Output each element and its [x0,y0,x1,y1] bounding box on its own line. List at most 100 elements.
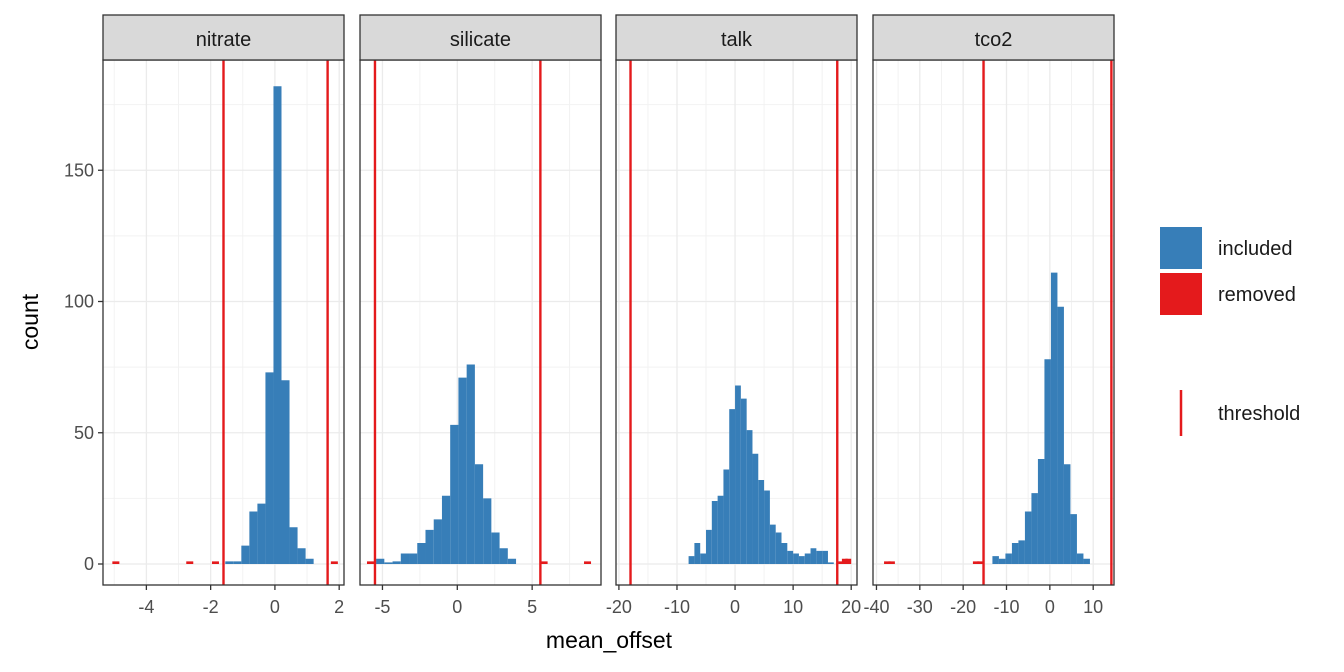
bar-removed [366,561,374,564]
bar-included [827,562,834,564]
legend-label-removed: removed [1218,284,1296,306]
legend-key-included [1160,227,1202,269]
x-tick-label: -20 [606,597,632,617]
bar-included [735,385,741,564]
x-tick-label: 20 [841,597,861,617]
x-tick-label: -2 [203,597,219,617]
facet-strip [872,14,1115,61]
bar-removed [330,561,338,564]
bar-included [257,503,266,564]
bar-removed [112,561,120,564]
facet-silicate: silicate -5 0 5 [359,14,602,617]
bar-included [249,511,258,564]
facet-strip [615,14,858,61]
bar-included [425,529,434,564]
legend-label-threshold: threshold [1218,403,1300,425]
bar-included [1011,543,1019,564]
bar-included [781,543,788,564]
x-tick-label: 10 [783,597,803,617]
x-tick-label: 2 [334,597,344,617]
bar-included [392,561,401,564]
bar-included [241,545,250,564]
bar-removed [841,558,848,564]
bar-included [441,495,451,564]
x-tick-label: 5 [527,597,537,617]
x-tick-label: -20 [950,597,976,617]
bar-included [764,490,770,564]
legend-key-removed [1160,273,1202,315]
bar-included [758,480,765,564]
y-tick-label: 100 [64,292,94,312]
bar-included [775,532,782,564]
y-tick-label: 0 [84,554,94,574]
bar-included [507,558,517,564]
bar-included [1070,514,1077,564]
bar-included [1024,511,1032,564]
legend: included removed threshold [1160,227,1300,436]
bar-included [729,409,736,564]
bar-included [376,558,385,564]
y-axis: 0 50 100 150 [64,160,103,574]
bar-included [1063,464,1071,564]
bar-included [384,562,393,564]
x-tick-label: -10 [993,597,1019,617]
bar-included [466,364,475,564]
bar-removed [186,561,194,564]
bar-included [409,553,418,564]
bar-removed [838,561,845,564]
facet-strip [359,14,602,61]
bar-included [992,556,999,564]
facet-strip-label: silicate [450,29,511,51]
x-tick-label: 0 [730,597,740,617]
bar-removed [977,561,984,564]
bar-included [1044,359,1051,564]
bar-included [769,524,776,564]
bar-included [417,543,426,564]
bar-removed [845,558,852,564]
bar-included [499,548,508,564]
x-axis-title: mean_offset [546,627,673,653]
facet-strip-label: nitrate [196,29,252,51]
facet-strip-label: talk [721,29,753,51]
bar-included [822,550,828,564]
bar-included [816,550,823,564]
bar-included [810,548,817,564]
y-tick-label: 150 [64,160,94,180]
panel-background [873,60,1114,585]
bar-included [474,464,484,564]
bar-included [281,380,290,564]
bar-included [233,561,242,564]
bar-included [1083,558,1090,564]
bar-included [1076,553,1084,564]
bar-included [804,553,811,564]
bar-included [305,558,314,564]
bar-included [1057,306,1064,564]
bar-included [1018,540,1025,564]
bar-included [752,453,759,564]
bar-removed [540,561,548,564]
bar-included [450,424,459,564]
bar-included [289,527,298,564]
bar-included [297,548,306,564]
bar-included [740,398,747,564]
facet-strip [102,14,345,61]
bar-included [700,553,707,564]
bar-included [491,532,500,564]
bar-included [717,495,724,564]
bar-included [1050,272,1058,564]
x-tick-label: 0 [452,597,462,617]
bar-included [433,519,442,564]
bar-included [458,377,467,564]
bar-included [1005,553,1012,564]
y-tick-label: 50 [74,423,94,443]
bar-included [798,556,805,564]
bar-included [694,543,701,564]
bar-included [723,469,730,564]
bar-included [483,498,492,564]
bar-included [793,553,799,564]
facet-strip-label: tco2 [975,29,1013,51]
bar-included [265,372,274,564]
bar-included [746,430,753,564]
bar-included [998,558,1006,564]
